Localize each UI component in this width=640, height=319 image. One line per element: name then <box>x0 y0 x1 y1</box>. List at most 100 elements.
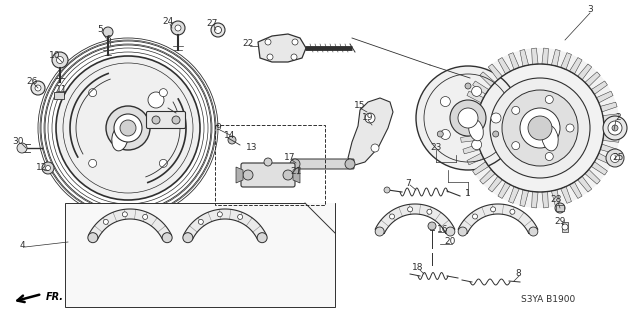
Circle shape <box>265 39 271 45</box>
Text: 25: 25 <box>612 153 624 162</box>
Circle shape <box>390 214 394 219</box>
Polygon shape <box>542 48 548 64</box>
Circle shape <box>555 203 565 213</box>
Circle shape <box>56 56 200 200</box>
Circle shape <box>472 214 477 219</box>
Text: 8: 8 <box>515 270 521 278</box>
Circle shape <box>608 121 622 135</box>
Circle shape <box>42 162 54 174</box>
Circle shape <box>562 224 568 230</box>
Polygon shape <box>596 153 613 165</box>
Text: 10: 10 <box>49 50 61 60</box>
Polygon shape <box>561 53 572 70</box>
Circle shape <box>175 25 181 31</box>
Circle shape <box>214 26 221 33</box>
Circle shape <box>103 219 108 224</box>
Polygon shape <box>480 72 495 87</box>
Text: 16: 16 <box>437 226 449 234</box>
Polygon shape <box>552 49 560 66</box>
Polygon shape <box>600 102 617 112</box>
Circle shape <box>440 97 451 107</box>
Text: 20: 20 <box>444 238 456 247</box>
Polygon shape <box>578 176 592 192</box>
Circle shape <box>31 81 45 95</box>
Circle shape <box>502 90 578 166</box>
Text: 23: 23 <box>430 144 442 152</box>
Text: 24: 24 <box>163 18 173 26</box>
Polygon shape <box>258 34 306 62</box>
Polygon shape <box>461 114 477 121</box>
Circle shape <box>545 95 553 103</box>
Text: 14: 14 <box>224 130 236 139</box>
Polygon shape <box>461 135 477 142</box>
Bar <box>556 205 564 211</box>
Polygon shape <box>562 222 568 232</box>
Circle shape <box>120 120 136 136</box>
Circle shape <box>365 113 375 123</box>
Text: 9: 9 <box>215 123 221 132</box>
Circle shape <box>384 187 390 193</box>
Circle shape <box>512 142 520 150</box>
Polygon shape <box>472 81 489 94</box>
Polygon shape <box>585 72 600 87</box>
Polygon shape <box>509 53 519 70</box>
Polygon shape <box>236 167 243 183</box>
Circle shape <box>428 222 436 230</box>
Circle shape <box>45 166 51 170</box>
Circle shape <box>171 21 185 35</box>
Polygon shape <box>488 176 502 192</box>
Polygon shape <box>561 187 572 203</box>
Circle shape <box>472 86 482 96</box>
Circle shape <box>52 52 68 68</box>
Polygon shape <box>532 48 538 64</box>
Ellipse shape <box>112 125 128 151</box>
Circle shape <box>510 209 515 214</box>
Text: 15: 15 <box>355 100 365 109</box>
Circle shape <box>103 27 113 37</box>
Text: 17: 17 <box>284 153 296 162</box>
Text: 5: 5 <box>97 26 103 34</box>
Polygon shape <box>520 190 529 206</box>
Text: S3YA B1900: S3YA B1900 <box>521 295 575 305</box>
Polygon shape <box>488 64 502 80</box>
Circle shape <box>460 48 620 208</box>
Circle shape <box>88 233 98 243</box>
Bar <box>65 203 335 307</box>
Text: 18: 18 <box>412 263 424 272</box>
Polygon shape <box>480 169 495 184</box>
Ellipse shape <box>542 125 558 151</box>
Circle shape <box>371 144 379 152</box>
Text: 26: 26 <box>26 78 38 86</box>
Polygon shape <box>600 144 617 154</box>
Text: 3: 3 <box>587 5 593 14</box>
Circle shape <box>172 116 180 124</box>
Polygon shape <box>570 182 582 198</box>
Text: 22: 22 <box>243 40 253 48</box>
Circle shape <box>211 23 225 37</box>
Circle shape <box>611 153 620 162</box>
Polygon shape <box>305 203 335 233</box>
Circle shape <box>491 207 495 212</box>
Circle shape <box>228 136 236 144</box>
Polygon shape <box>183 209 267 240</box>
Circle shape <box>292 39 298 45</box>
Circle shape <box>440 130 451 139</box>
Polygon shape <box>88 209 172 240</box>
Polygon shape <box>293 167 300 183</box>
Text: 12: 12 <box>36 164 48 173</box>
Text: 21: 21 <box>291 167 301 176</box>
Circle shape <box>566 124 574 132</box>
Polygon shape <box>458 204 538 234</box>
Circle shape <box>237 214 243 219</box>
Circle shape <box>520 108 560 148</box>
Circle shape <box>106 106 150 150</box>
Circle shape <box>493 131 499 137</box>
Text: 28: 28 <box>550 196 562 204</box>
Polygon shape <box>532 191 538 208</box>
Polygon shape <box>552 190 560 206</box>
Text: 11: 11 <box>56 85 68 94</box>
Circle shape <box>159 160 167 167</box>
Text: FR.: FR. <box>46 292 64 302</box>
Circle shape <box>603 116 627 140</box>
FancyBboxPatch shape <box>241 163 295 187</box>
